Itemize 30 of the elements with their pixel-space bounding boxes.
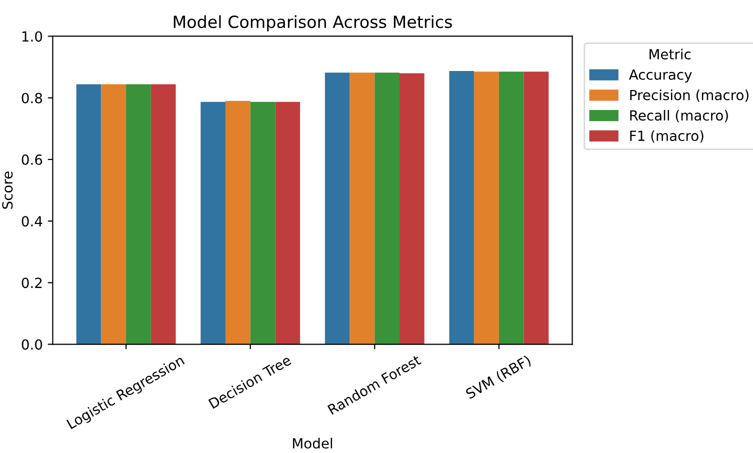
legend-title: Metric	[650, 48, 691, 60]
legend-label: Precision (macro)	[630, 90, 748, 102]
y-axis-title: Score	[2, 172, 13, 209]
bar	[126, 84, 151, 344]
bar	[524, 72, 549, 344]
bar	[400, 73, 424, 344]
bar	[498, 72, 524, 344]
bar	[275, 102, 300, 344]
y-tick-label: 0.0	[22, 339, 42, 350]
bar	[225, 100, 250, 344]
bar	[250, 102, 276, 344]
bar	[76, 84, 102, 344]
y-tick-label: 0.8	[22, 92, 42, 104]
bar	[474, 72, 499, 344]
bar	[150, 84, 176, 344]
bar	[324, 72, 350, 344]
x-axis-title: Model	[293, 438, 332, 449]
y-tick-label: 0.2	[22, 278, 42, 288]
y-tick-label: 0.4	[22, 216, 42, 227]
y-tick-label: 1.0	[22, 31, 42, 42]
chart-title: Model Comparison Across Metrics	[174, 15, 452, 32]
y-tick-label: 0.6	[22, 154, 42, 165]
bar	[350, 72, 375, 344]
bar	[101, 84, 126, 344]
bar	[374, 72, 400, 344]
bar	[200, 102, 226, 344]
bar	[449, 71, 474, 344]
legend-label: F1 (macro)	[630, 130, 704, 143]
legend-label: Recall (macro)	[630, 110, 728, 122]
legend-label: Accuracy	[628, 70, 692, 83]
